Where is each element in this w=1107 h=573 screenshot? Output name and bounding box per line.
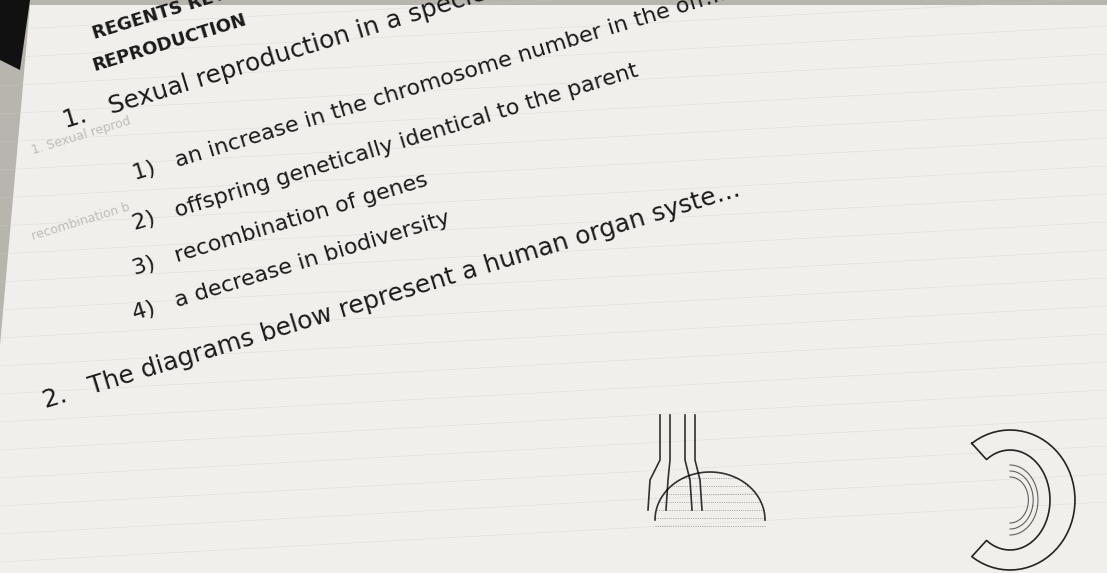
Text: 1.   Sexual reproduction in a species usually results in: 1. Sexual reproduction in a species usua… (60, 0, 712, 133)
Text: REPRODUCTION: REPRODUCTION (90, 11, 248, 75)
Text: 4)   a decrease in biodiversity: 4) a decrease in biodiversity (130, 208, 453, 324)
Text: 2.   The diagrams below represent a human organ syste…: 2. The diagrams below represent a human … (40, 177, 743, 413)
Polygon shape (0, 5, 1107, 573)
Text: REGENTS REVIEW #5 – PRACTICE REGENTS QU…: REGENTS REVIEW #5 – PRACTICE REGENTS QU… (90, 0, 560, 42)
Text: 2)   offspring genetically identical to the parent: 2) offspring genetically identical to th… (130, 61, 641, 234)
Text: 3)   recombination of genes: 3) recombination of genes (130, 170, 431, 279)
Text: 1. Sexual reprod: 1. Sexual reprod (30, 115, 132, 158)
Text: recombination b: recombination b (30, 200, 132, 242)
Polygon shape (0, 0, 30, 70)
Text: 1)   an increase in the chromosome number in the off…: 1) an increase in the chromosome number … (130, 0, 728, 184)
